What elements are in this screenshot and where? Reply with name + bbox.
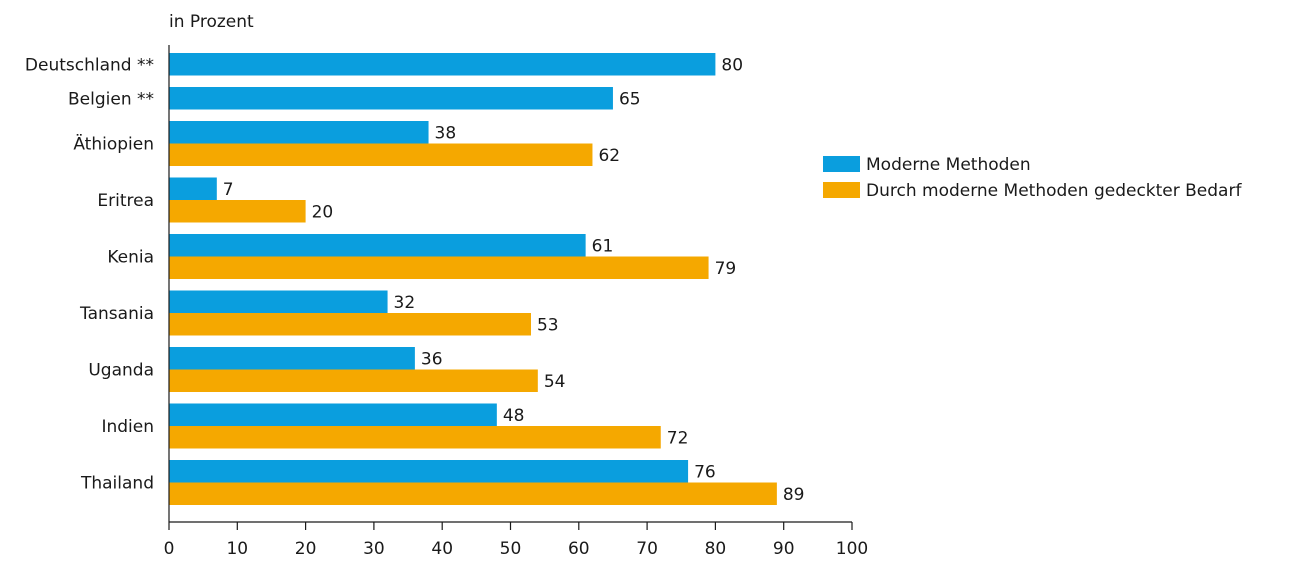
value-label: 80 — [721, 55, 743, 75]
value-label: 20 — [312, 202, 334, 222]
legend-swatch — [823, 182, 860, 198]
x-tick-label: 10 — [226, 539, 248, 559]
bar — [169, 369, 538, 392]
x-tick-label: 50 — [500, 539, 522, 559]
bar — [169, 53, 716, 76]
value-label: 62 — [598, 146, 620, 166]
bar — [169, 482, 777, 505]
legend-label: Moderne Methoden — [866, 155, 1031, 175]
value-label: 48 — [503, 406, 525, 426]
x-tick-label: 90 — [773, 539, 795, 559]
bar — [169, 121, 429, 144]
bar — [169, 200, 306, 223]
category-label: Tansania — [79, 304, 154, 324]
value-label: 38 — [435, 123, 457, 143]
bar — [169, 313, 531, 336]
bar — [169, 234, 586, 257]
value-label: 65 — [619, 89, 641, 109]
x-tick-label: 30 — [363, 539, 385, 559]
x-tick-label: 40 — [431, 539, 453, 559]
value-label: 53 — [537, 315, 559, 335]
bar — [169, 256, 709, 279]
x-tick-label: 70 — [636, 539, 658, 559]
value-label: 7 — [223, 180, 234, 200]
bar — [169, 143, 593, 166]
x-tick-label: 60 — [568, 539, 590, 559]
bar — [169, 177, 217, 200]
x-tick-label: 20 — [295, 539, 317, 559]
bar — [169, 87, 613, 110]
bar — [169, 460, 689, 483]
value-label: 61 — [592, 236, 614, 256]
category-label: Indien — [101, 417, 154, 437]
axis-unit-label: in Prozent — [169, 12, 254, 32]
category-label: Kenia — [107, 248, 154, 268]
value-label: 79 — [715, 259, 737, 279]
value-label: 32 — [394, 293, 416, 313]
category-label: Deutschland ** — [25, 55, 154, 75]
value-label: 36 — [421, 349, 443, 369]
x-tick-label: 100 — [836, 539, 868, 559]
category-label: Thailand — [80, 474, 154, 494]
value-label: 76 — [694, 462, 716, 482]
category-label: Eritrea — [97, 191, 154, 211]
legend-swatch — [823, 156, 860, 172]
value-label: 54 — [544, 372, 566, 392]
x-tick-label: 80 — [705, 539, 727, 559]
bar — [169, 290, 388, 313]
category-label: Uganda — [88, 361, 154, 381]
bar — [169, 426, 661, 449]
bar — [169, 403, 497, 426]
value-label: 89 — [783, 485, 805, 505]
bar — [169, 347, 415, 370]
x-tick-label: 0 — [164, 539, 175, 559]
legend-label: Durch moderne Methoden gedeckter Bedarf — [866, 181, 1242, 201]
category-label: Belgien ** — [68, 89, 154, 109]
value-label: 72 — [667, 428, 689, 448]
category-label: Äthiopien — [73, 134, 154, 155]
